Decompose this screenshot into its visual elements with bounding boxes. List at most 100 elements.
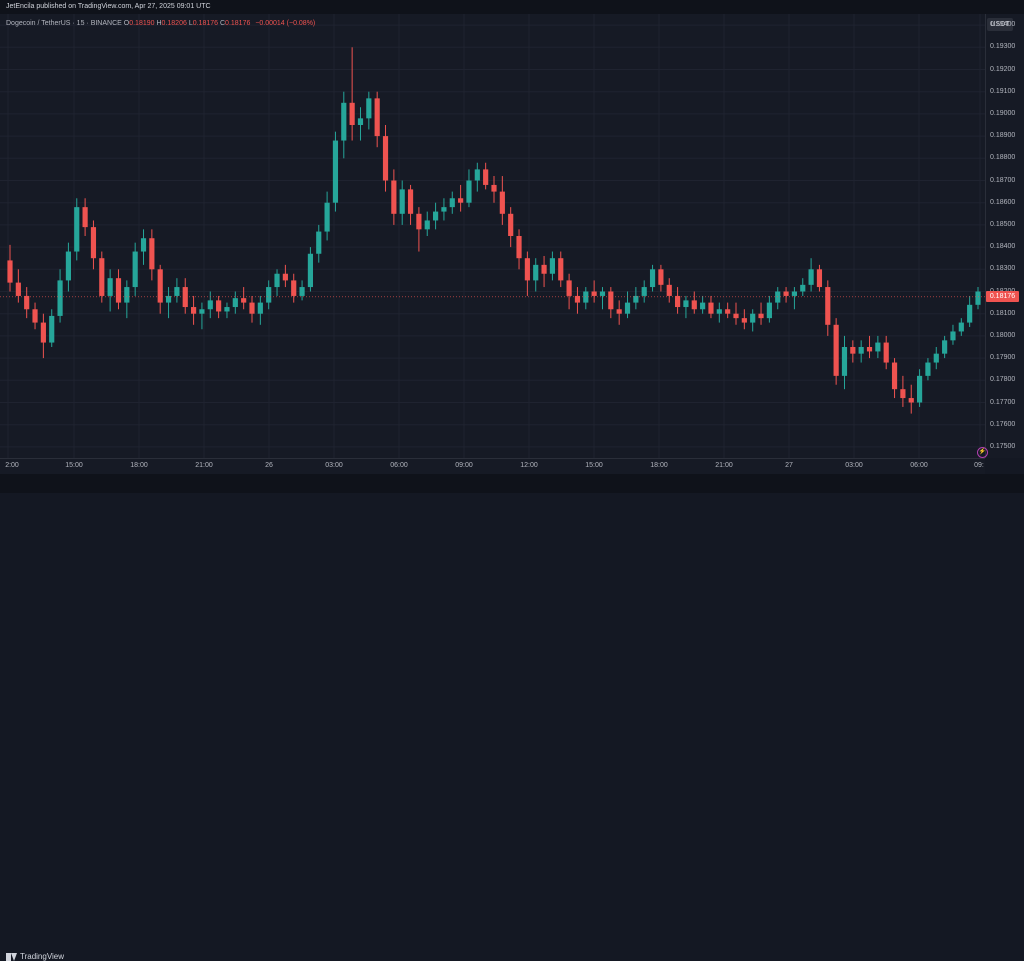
candle-down[interactable] xyxy=(157,269,163,303)
candle-down[interactable] xyxy=(499,191,505,214)
price-axis[interactable] xyxy=(985,14,1024,458)
candle-up[interactable] xyxy=(967,304,973,323)
candle-down[interactable] xyxy=(783,291,789,296)
candle-up[interactable] xyxy=(624,302,631,314)
candle-down[interactable] xyxy=(608,291,614,310)
candle-down[interactable] xyxy=(7,260,13,283)
candle-down[interactable] xyxy=(382,136,389,181)
candle-down[interactable] xyxy=(149,238,155,270)
candle-down[interactable] xyxy=(24,295,30,310)
candle-down[interactable] xyxy=(15,282,21,296)
candle-down[interactable] xyxy=(883,342,889,363)
candle-down[interactable] xyxy=(524,258,530,281)
candle-up[interactable] xyxy=(207,300,213,310)
candle-down[interactable] xyxy=(900,389,906,399)
candle-up[interactable] xyxy=(165,295,172,303)
candle-up[interactable] xyxy=(950,331,956,341)
candle-up[interactable] xyxy=(257,302,263,314)
candle-down[interactable] xyxy=(458,198,464,203)
candle-up[interactable] xyxy=(424,220,430,230)
candle-up[interactable] xyxy=(933,353,939,363)
candle-down[interactable] xyxy=(541,264,547,274)
candle-down[interactable] xyxy=(816,269,823,288)
candle-up[interactable] xyxy=(266,287,272,303)
candle-up[interactable] xyxy=(324,202,330,232)
candle-up[interactable] xyxy=(683,300,689,308)
candle-down[interactable] xyxy=(374,98,380,137)
candle-down[interactable] xyxy=(491,184,497,192)
candle-down[interactable] xyxy=(40,322,46,343)
candle-up[interactable] xyxy=(65,251,72,281)
candle-down[interactable] xyxy=(674,295,681,308)
candle-up[interactable] xyxy=(174,287,180,296)
candle-up[interactable] xyxy=(132,251,138,288)
candle-up[interactable] xyxy=(766,302,772,319)
candle-down[interactable] xyxy=(616,309,622,314)
candle-up[interactable] xyxy=(599,291,606,296)
tradingview-logo[interactable]: TradingView xyxy=(6,952,64,961)
candle-up[interactable] xyxy=(916,375,923,403)
candle-up[interactable] xyxy=(533,264,539,281)
candle-down[interactable] xyxy=(282,273,288,281)
candle-down[interactable] xyxy=(90,227,97,259)
candle-down[interactable] xyxy=(516,236,522,259)
candle-down[interactable] xyxy=(241,298,247,303)
candle-up[interactable] xyxy=(808,269,814,285)
candle-up[interactable] xyxy=(307,253,314,288)
candle-down[interactable] xyxy=(666,284,672,296)
candle-down[interactable] xyxy=(558,258,564,281)
candle-up[interactable] xyxy=(875,342,881,352)
candle-up[interactable] xyxy=(366,98,372,119)
candle-down[interactable] xyxy=(216,300,222,312)
candle-up[interactable] xyxy=(441,207,447,212)
candle-down[interactable] xyxy=(566,280,572,296)
candle-up[interactable] xyxy=(274,273,280,288)
candle-up[interactable] xyxy=(750,313,756,323)
candle-up[interactable] xyxy=(140,238,147,252)
candle-down[interactable] xyxy=(825,287,831,325)
candle-up[interactable] xyxy=(432,211,439,221)
candle-up[interactable] xyxy=(232,298,238,308)
candle-down[interactable] xyxy=(850,347,856,354)
candle-down[interactable] xyxy=(741,318,747,323)
candle-down[interactable] xyxy=(733,313,739,319)
candle-up[interactable] xyxy=(57,280,63,316)
candle-up[interactable] xyxy=(633,295,639,303)
candle-up[interactable] xyxy=(858,347,864,354)
candle-up[interactable] xyxy=(958,322,964,332)
candle-down[interactable] xyxy=(182,287,188,308)
candle-up[interactable] xyxy=(399,189,405,214)
candle-up[interactable] xyxy=(549,258,556,274)
candle-down[interactable] xyxy=(708,302,714,314)
candle-down[interactable] xyxy=(82,207,88,228)
candle-down[interactable] xyxy=(32,309,38,323)
candle-down[interactable] xyxy=(591,291,597,296)
candle-up[interactable] xyxy=(474,169,480,181)
candle-up[interactable] xyxy=(107,278,113,296)
candle-up[interactable] xyxy=(357,118,364,125)
candle-down[interactable] xyxy=(249,302,255,314)
candle-down[interactable] xyxy=(658,269,664,285)
candle-down[interactable] xyxy=(190,307,197,314)
candlestick-chart[interactable] xyxy=(0,14,985,458)
chart-area[interactable] xyxy=(0,14,985,458)
candle-up[interactable] xyxy=(224,307,230,312)
candle-up[interactable] xyxy=(791,291,798,296)
candle-down[interactable] xyxy=(115,278,122,303)
candle-down[interactable] xyxy=(891,362,898,390)
candle-up[interactable] xyxy=(942,340,948,354)
time-axis[interactable] xyxy=(0,458,985,475)
candle-up[interactable] xyxy=(199,309,205,314)
candle-up[interactable] xyxy=(49,315,55,343)
candle-up[interactable] xyxy=(700,302,706,310)
candle-up[interactable] xyxy=(299,287,305,296)
candle-up[interactable] xyxy=(332,140,339,203)
candle-up[interactable] xyxy=(341,102,347,141)
candle-down[interactable] xyxy=(725,309,731,314)
currency-button[interactable]: USDT xyxy=(987,18,1013,31)
candle-down[interactable] xyxy=(758,313,764,319)
candle-up[interactable] xyxy=(800,284,806,292)
candle-up[interactable] xyxy=(716,309,722,314)
candle-down[interactable] xyxy=(574,295,581,303)
candle-down[interactable] xyxy=(908,398,914,403)
